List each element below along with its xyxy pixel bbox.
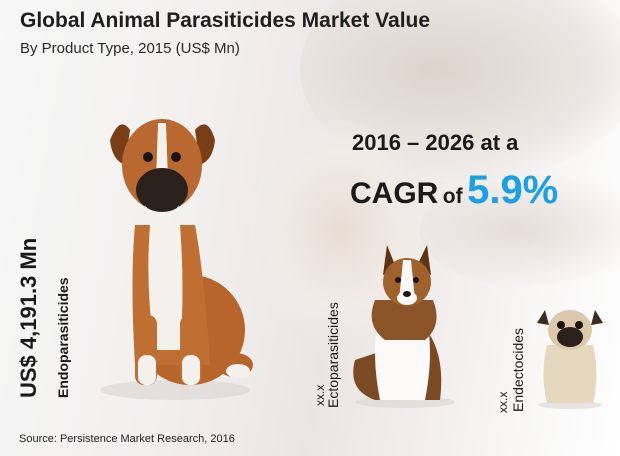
cagr-value: 5.9%	[467, 168, 559, 212]
pug-dog-bar	[537, 310, 603, 409]
cagr-period: 2016 – 2026 at a	[352, 130, 519, 155]
cagr-of-word: of	[442, 185, 463, 208]
sheltie-dog-bar	[353, 245, 455, 408]
chart-subtitle: By Product Type, 2015 (US$ Mn)	[20, 40, 240, 57]
source-note: Source: Persistence Market Research, 201…	[19, 433, 235, 445]
ectoparasiticides-category-label: Ectoparasiticides	[325, 302, 341, 408]
endoparasiticides-value-label: US$ 4,191.3 Mn	[16, 237, 41, 398]
chart-title: Global Animal Parasiticides Market Value	[20, 9, 431, 32]
boxer-dog-bar	[100, 119, 253, 400]
endoparasiticides-category-label: Endoparasiticides	[55, 277, 71, 398]
endectocides-value-label: xx.x	[496, 391, 510, 413]
cagr-statement: CAGR of 5.9%	[350, 168, 558, 213]
endectocides-category-label: Endectocides	[510, 327, 526, 412]
cagr-word: CAGR	[350, 177, 439, 210]
background-photo-arm	[420, 170, 620, 290]
